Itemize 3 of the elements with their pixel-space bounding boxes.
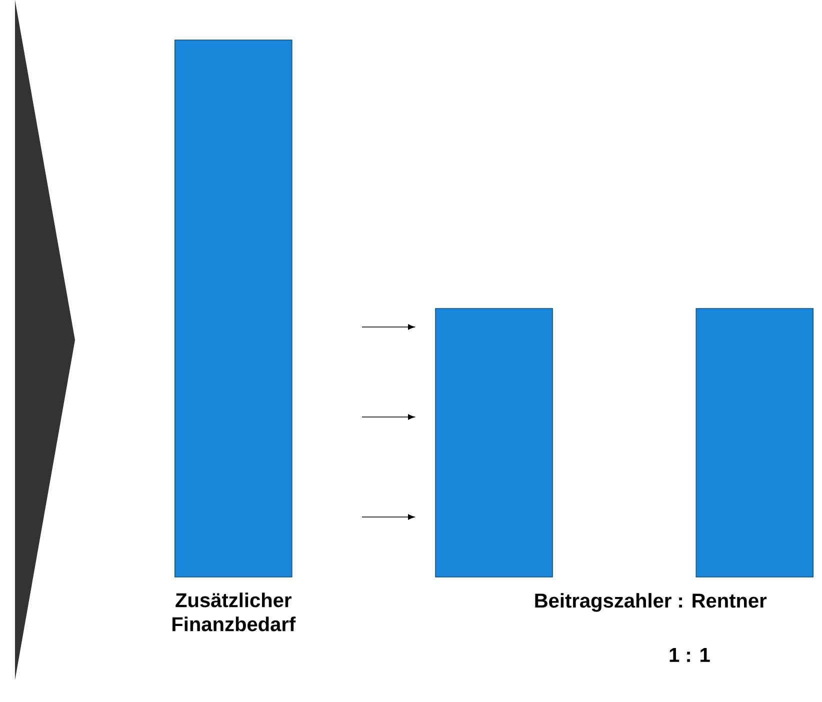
text: 1 : 1 xyxy=(670,648,710,662)
x-tick-label: Zusätzlicher Finanzbedarf xyxy=(172,592,296,632)
text: Beitragszahler : Rentner xyxy=(535,593,767,612)
